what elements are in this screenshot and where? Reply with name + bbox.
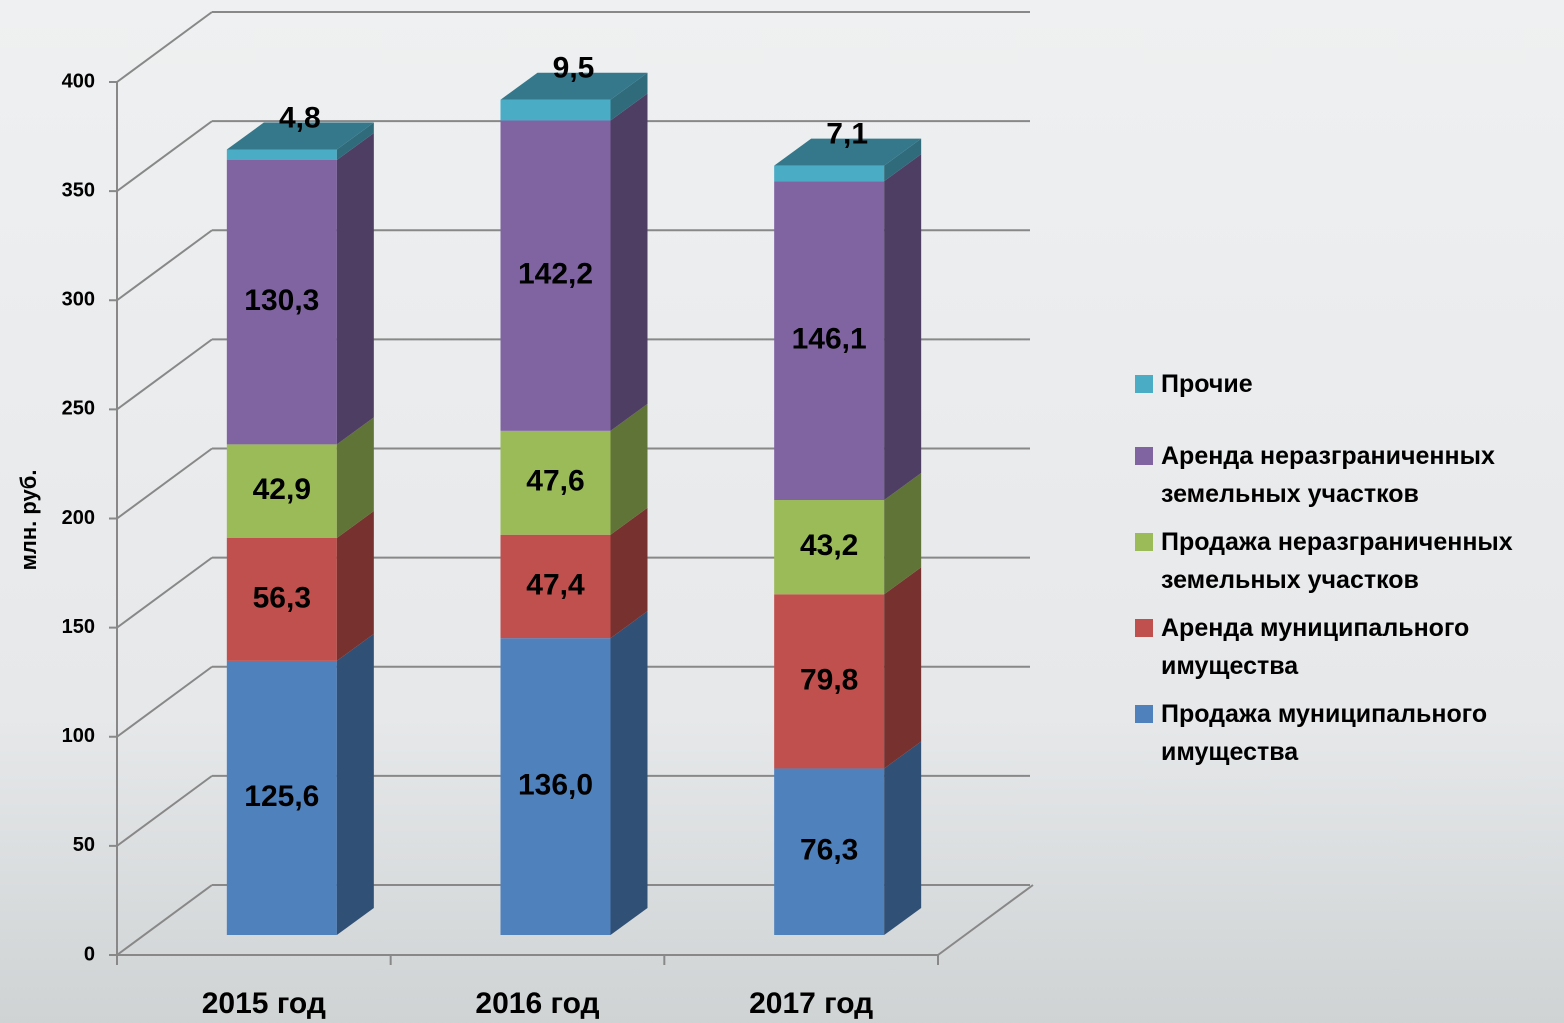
grid-line [117, 558, 212, 628]
y-tick-label: 350 [62, 179, 95, 201]
x-tick-label: 2015 год [202, 987, 326, 1020]
grid-line [117, 885, 212, 955]
y-tick-label: 0 [84, 943, 95, 965]
value-label: 125,6 [244, 780, 319, 813]
legend-swatch [1135, 375, 1153, 393]
legend-label: Прочие [1161, 365, 1253, 403]
legend-item: Продажа неразграниченных земельных участ… [1135, 523, 1560, 599]
grid-line [117, 449, 212, 519]
grid-line [117, 230, 212, 300]
legend-swatch [1135, 619, 1153, 637]
bar-side [611, 93, 648, 430]
legend-swatch [1135, 705, 1153, 723]
bar-front [501, 100, 611, 121]
value-label: 79,8 [800, 663, 858, 696]
bar-side [611, 611, 648, 935]
value-label: 76,3 [800, 834, 858, 867]
value-label: 7,1 [826, 118, 868, 151]
value-label: 142,2 [518, 258, 593, 291]
x-tick-label: 2017 год [749, 987, 873, 1020]
legend-swatch [1135, 533, 1153, 551]
value-label: 56,3 [253, 581, 311, 614]
value-label: 146,1 [792, 323, 867, 356]
legend-label: Продажа неразграниченных земельных участ… [1161, 523, 1560, 599]
x-tick-label: 2016 год [475, 987, 599, 1020]
legend-item: Продажа муниципального имущества [1135, 695, 1560, 771]
legend-label: Аренда неразграниченных земельных участк… [1161, 437, 1560, 513]
bar-side [337, 133, 374, 444]
value-label: 47,4 [526, 568, 585, 601]
legend-swatch [1135, 447, 1153, 465]
y-tick-label: 50 [73, 834, 95, 856]
y-tick-label: 150 [62, 616, 95, 638]
y-tick-label: 400 [62, 70, 95, 92]
value-label: 130,3 [244, 284, 319, 317]
grid-line [117, 339, 212, 409]
bar-front [227, 150, 337, 160]
value-label: 42,9 [253, 473, 311, 506]
grid-line [117, 12, 212, 82]
value-label: 136,0 [518, 769, 593, 802]
value-label: 43,2 [800, 529, 858, 562]
grid-line [117, 121, 212, 191]
value-label: 47,6 [526, 465, 584, 498]
y-tick-label: 200 [62, 507, 95, 529]
legend-item: Аренда неразграниченных земельных участк… [1135, 437, 1560, 513]
legend-label: Аренда муниципального имущества [1161, 609, 1560, 685]
page: млн. руб. 0 50 100 150 200 250 300 350 400 2015 г… [0, 0, 1564, 1023]
bar-side [884, 567, 921, 768]
bar-side [337, 634, 374, 935]
legend: Прочие Аренда неразграниченных земельных … [1135, 365, 1560, 781]
grid-line [117, 667, 212, 737]
bar-side [884, 154, 921, 500]
legend-item: Аренда муниципального имущества [1135, 609, 1560, 685]
y-axis-label: млн. руб. [16, 470, 41, 571]
value-label: 9,5 [553, 52, 595, 85]
bar-front [774, 166, 884, 181]
y-tick-label: 300 [62, 289, 95, 311]
floor-edge [938, 885, 1033, 955]
legend-label: Продажа муниципального имущества [1161, 695, 1560, 771]
legend-item: Прочие [1135, 365, 1560, 403]
grid-line [117, 776, 212, 846]
value-label: 4,8 [279, 101, 321, 134]
bar-side [884, 741, 921, 935]
y-tick-label: 250 [62, 398, 95, 420]
y-tick-label: 100 [62, 725, 95, 747]
